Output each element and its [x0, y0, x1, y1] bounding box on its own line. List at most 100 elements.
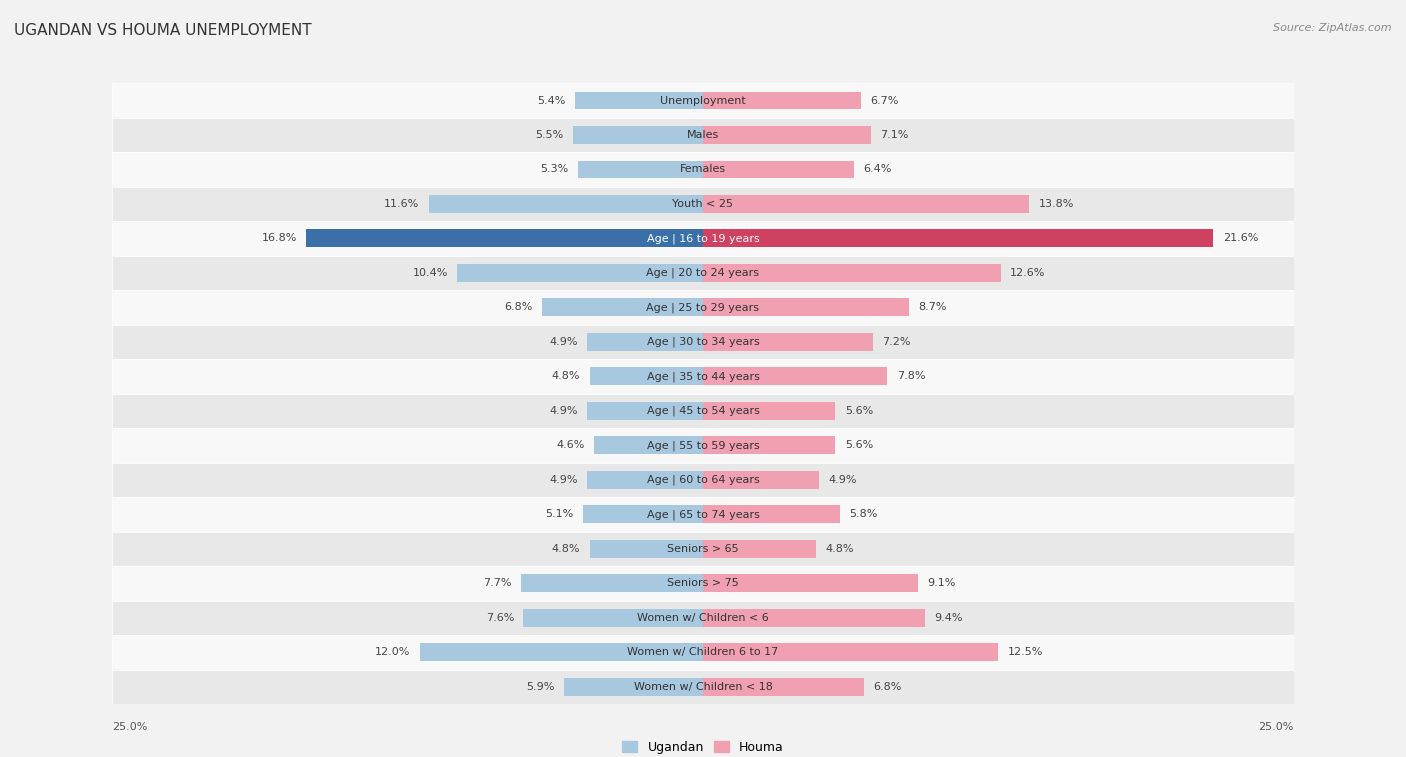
- Bar: [703, 575, 918, 592]
- Text: Age | 25 to 29 years: Age | 25 to 29 years: [647, 302, 759, 313]
- Text: Women w/ Children 6 to 17: Women w/ Children 6 to 17: [627, 647, 779, 657]
- Bar: [112, 394, 1294, 428]
- Bar: [588, 402, 703, 420]
- Bar: [588, 333, 703, 351]
- Bar: [703, 92, 862, 110]
- Text: Women w/ Children < 18: Women w/ Children < 18: [634, 682, 772, 692]
- Text: 25.0%: 25.0%: [112, 721, 148, 732]
- Bar: [703, 471, 818, 489]
- Text: Source: ZipAtlas.com: Source: ZipAtlas.com: [1274, 23, 1392, 33]
- Text: 4.6%: 4.6%: [557, 441, 585, 450]
- Bar: [703, 540, 817, 558]
- Text: 4.9%: 4.9%: [550, 406, 578, 416]
- Text: 9.4%: 9.4%: [935, 613, 963, 623]
- Bar: [112, 531, 1294, 566]
- Text: 5.9%: 5.9%: [526, 682, 554, 692]
- Bar: [112, 497, 1294, 531]
- Text: 5.5%: 5.5%: [536, 130, 564, 140]
- Bar: [703, 643, 998, 662]
- Text: 4.9%: 4.9%: [550, 475, 578, 484]
- Bar: [112, 83, 1294, 118]
- Bar: [112, 118, 1294, 152]
- Text: Age | 16 to 19 years: Age | 16 to 19 years: [647, 233, 759, 244]
- Text: 7.2%: 7.2%: [883, 337, 911, 347]
- Bar: [457, 264, 703, 282]
- Bar: [112, 600, 1294, 635]
- Bar: [589, 367, 703, 385]
- Bar: [588, 471, 703, 489]
- Bar: [703, 506, 839, 523]
- Text: 4.9%: 4.9%: [550, 337, 578, 347]
- Bar: [307, 229, 703, 248]
- Bar: [429, 195, 703, 213]
- Legend: Ugandan, Houma: Ugandan, Houma: [623, 740, 783, 754]
- Bar: [582, 506, 703, 523]
- Bar: [112, 463, 1294, 497]
- Bar: [703, 402, 835, 420]
- Text: Age | 20 to 24 years: Age | 20 to 24 years: [647, 268, 759, 278]
- Text: 5.3%: 5.3%: [540, 164, 568, 174]
- Text: Seniors > 75: Seniors > 75: [666, 578, 740, 588]
- Text: 13.8%: 13.8%: [1039, 199, 1074, 209]
- Bar: [703, 436, 835, 454]
- Text: Age | 55 to 59 years: Age | 55 to 59 years: [647, 440, 759, 450]
- Text: Age | 60 to 64 years: Age | 60 to 64 years: [647, 475, 759, 485]
- Bar: [523, 609, 703, 627]
- Bar: [575, 92, 703, 110]
- Text: 11.6%: 11.6%: [384, 199, 419, 209]
- Text: Age | 45 to 54 years: Age | 45 to 54 years: [647, 406, 759, 416]
- Bar: [703, 678, 863, 696]
- Text: Age | 30 to 34 years: Age | 30 to 34 years: [647, 337, 759, 347]
- Bar: [703, 298, 908, 316]
- Text: Males: Males: [688, 130, 718, 140]
- Text: Youth < 25: Youth < 25: [672, 199, 734, 209]
- Text: 5.8%: 5.8%: [849, 509, 877, 519]
- Text: 6.7%: 6.7%: [870, 95, 898, 105]
- Text: 12.5%: 12.5%: [1008, 647, 1043, 657]
- Text: 5.6%: 5.6%: [845, 406, 873, 416]
- Text: 7.1%: 7.1%: [880, 130, 908, 140]
- Text: 9.1%: 9.1%: [928, 578, 956, 588]
- Text: 5.4%: 5.4%: [537, 95, 567, 105]
- Bar: [595, 436, 703, 454]
- Text: 7.7%: 7.7%: [484, 578, 512, 588]
- Bar: [703, 264, 1001, 282]
- Text: 5.6%: 5.6%: [845, 441, 873, 450]
- Text: Unemployment: Unemployment: [661, 95, 745, 105]
- Text: 12.6%: 12.6%: [1010, 268, 1046, 278]
- Text: Women w/ Children < 6: Women w/ Children < 6: [637, 613, 769, 623]
- Text: 4.9%: 4.9%: [828, 475, 856, 484]
- Bar: [112, 428, 1294, 463]
- Text: 8.7%: 8.7%: [918, 303, 946, 313]
- Text: Age | 35 to 44 years: Age | 35 to 44 years: [647, 371, 759, 382]
- Text: 6.8%: 6.8%: [505, 303, 533, 313]
- Text: 6.4%: 6.4%: [863, 164, 891, 174]
- Text: 7.6%: 7.6%: [485, 613, 515, 623]
- Text: 25.0%: 25.0%: [1258, 721, 1294, 732]
- Bar: [578, 160, 703, 179]
- Bar: [703, 126, 870, 144]
- Bar: [112, 187, 1294, 221]
- Text: 12.0%: 12.0%: [375, 647, 411, 657]
- Bar: [112, 325, 1294, 359]
- Bar: [112, 566, 1294, 600]
- Bar: [112, 669, 1294, 704]
- Text: 21.6%: 21.6%: [1223, 233, 1258, 244]
- Bar: [112, 635, 1294, 669]
- Text: 4.8%: 4.8%: [551, 372, 581, 382]
- Bar: [564, 678, 703, 696]
- Text: 7.8%: 7.8%: [897, 372, 925, 382]
- Bar: [522, 575, 703, 592]
- Bar: [112, 256, 1294, 290]
- Text: Seniors > 65: Seniors > 65: [668, 544, 738, 554]
- Bar: [589, 540, 703, 558]
- Bar: [703, 160, 855, 179]
- Bar: [703, 229, 1213, 248]
- Text: 5.1%: 5.1%: [546, 509, 574, 519]
- Text: 6.8%: 6.8%: [873, 682, 901, 692]
- Text: Females: Females: [681, 164, 725, 174]
- Bar: [703, 609, 925, 627]
- Bar: [419, 643, 703, 662]
- Bar: [112, 290, 1294, 325]
- Bar: [703, 333, 873, 351]
